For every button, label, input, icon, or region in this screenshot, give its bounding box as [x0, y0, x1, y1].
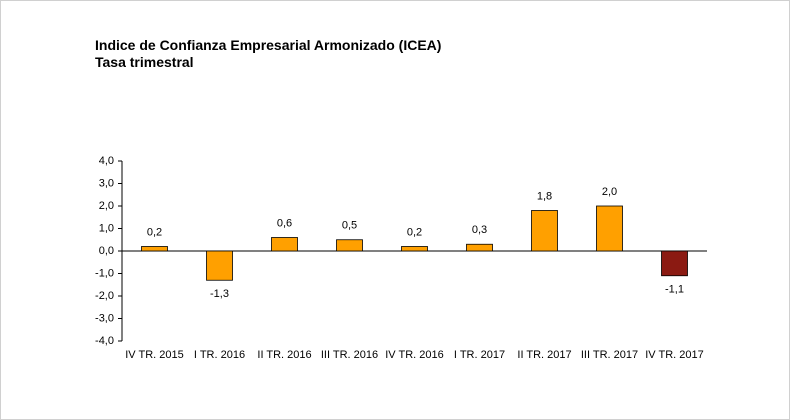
- x-tick-label: II TR. 2016: [257, 349, 311, 361]
- x-tick-label: II TR. 2017: [517, 349, 571, 361]
- bar: [531, 210, 558, 252]
- y-tick-label: 4,0: [99, 155, 114, 167]
- bar: [336, 239, 363, 252]
- value-label: 0,2: [407, 226, 422, 238]
- y-tick-label: -3,0: [95, 312, 114, 324]
- bar: [466, 243, 493, 252]
- bar: [206, 250, 233, 281]
- x-tick-label: IV TR. 2015: [125, 349, 184, 361]
- value-label: -1,3: [210, 288, 229, 300]
- y-tick-label: -2,0: [95, 290, 114, 302]
- chart-subtitle: Tasa trimestral: [95, 54, 194, 70]
- x-tick-label: I TR. 2016: [194, 349, 245, 361]
- value-label: 0,5: [342, 220, 357, 232]
- bar: [141, 246, 168, 252]
- y-tick-label: -4,0: [95, 335, 114, 347]
- x-tick-label: IV TR. 2017: [645, 349, 704, 361]
- chart-title: Indice de Confianza Empresarial Armoniza…: [95, 37, 441, 53]
- y-tick-label: -1,0: [95, 267, 114, 279]
- bar: [401, 246, 428, 252]
- y-tick-label: 1,0: [99, 222, 114, 234]
- bar: [596, 205, 623, 252]
- value-label: 0,6: [277, 217, 292, 229]
- x-tick-label: III TR. 2017: [581, 349, 638, 361]
- value-label: 2,0: [602, 186, 617, 198]
- x-tick-label: IV TR. 2016: [385, 349, 444, 361]
- value-label: 0,3: [472, 224, 487, 236]
- value-label: -1,1: [665, 284, 684, 296]
- bar: [661, 250, 688, 277]
- value-label: 0,2: [147, 226, 162, 238]
- value-label: 1,8: [537, 190, 552, 202]
- y-tick-label: 2,0: [99, 200, 114, 212]
- x-tick-label: I TR. 2017: [454, 349, 505, 361]
- y-tick-label: 3,0: [99, 177, 114, 189]
- y-tick-label: 0,0: [99, 245, 114, 257]
- bar: [271, 237, 298, 252]
- x-tick-label: III TR. 2016: [321, 349, 378, 361]
